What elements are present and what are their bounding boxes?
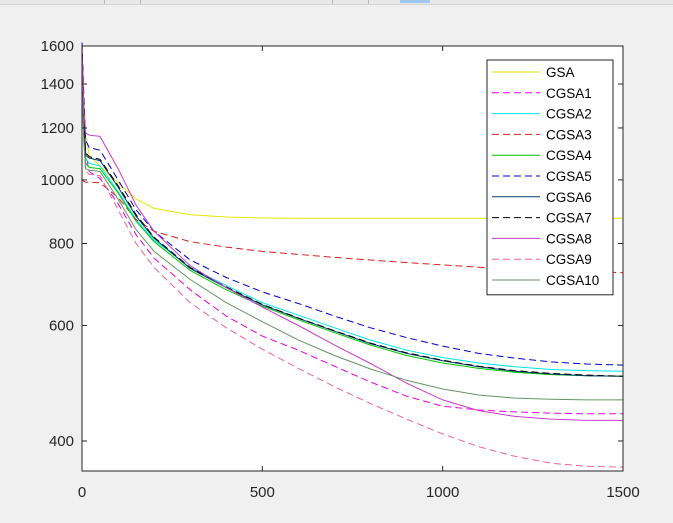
legend-label: CGSA8 bbox=[546, 231, 592, 246]
legend-label: CGSA3 bbox=[546, 127, 592, 142]
series-line-cgsa4 bbox=[81, 64, 624, 377]
series-layer bbox=[81, 42, 624, 468]
x-tick-label: 500 bbox=[250, 484, 275, 501]
series-line-gsa bbox=[81, 45, 623, 219]
legend-box bbox=[486, 59, 614, 296]
legend[interactable]: GSA CGSA1 CGSA2 CGSA3 CGSA4 CGSA5 CGSA6 CGSA7 CG… bbox=[486, 59, 614, 296]
series-line-cgsa9 bbox=[81, 73, 624, 468]
series-line-cgsa5 bbox=[81, 42, 624, 366]
y-tick-label: 1400 bbox=[41, 76, 74, 93]
legend-label: CGSA9 bbox=[546, 252, 592, 267]
series-line-cgsa1 bbox=[81, 49, 623, 415]
y-axis: 400 600 800 1000 1200 1400 1600 bbox=[41, 38, 623, 450]
legend-label: GSA bbox=[546, 65, 575, 80]
y-tick-label: 800 bbox=[49, 235, 74, 252]
toolbar-separator bbox=[140, 0, 141, 4]
y-tick-label: 400 bbox=[49, 433, 74, 450]
toolbar-separator bbox=[332, 0, 333, 4]
x-tick-label: 1000 bbox=[426, 484, 459, 501]
legend-label: CGSA5 bbox=[546, 169, 592, 184]
legend-label: CGSA2 bbox=[546, 107, 592, 122]
series-line-cgsa7 bbox=[81, 54, 624, 377]
y-tick-label: 1000 bbox=[41, 172, 74, 189]
axes-box bbox=[81, 45, 624, 472]
toolbar-separator bbox=[368, 0, 369, 4]
toolbar-active-tab[interactable] bbox=[400, 0, 430, 3]
series-line-cgsa8 bbox=[81, 45, 623, 421]
series-line-cgsa10 bbox=[81, 83, 623, 401]
x-axis: 0 500 1000 1500 bbox=[78, 46, 640, 501]
toolbar-separator bbox=[104, 0, 105, 4]
x-tick-label: 1500 bbox=[606, 484, 639, 501]
legend-label: CGSA7 bbox=[546, 211, 592, 226]
legend-label: CGSA1 bbox=[546, 86, 592, 101]
y-tick-label: 1600 bbox=[41, 38, 74, 55]
series-line-cgsa6 bbox=[81, 56, 624, 377]
legend-label: CGSA4 bbox=[546, 148, 592, 163]
legend-label: CGSA10 bbox=[546, 273, 599, 288]
toolbar-strip bbox=[0, 0, 673, 5]
series-line-cgsa2 bbox=[81, 53, 624, 372]
x-tick-label: 0 bbox=[78, 484, 86, 501]
y-tick-label: 1200 bbox=[41, 120, 74, 137]
y-tick-label: 600 bbox=[49, 317, 74, 334]
legend-label: CGSA6 bbox=[546, 190, 592, 205]
